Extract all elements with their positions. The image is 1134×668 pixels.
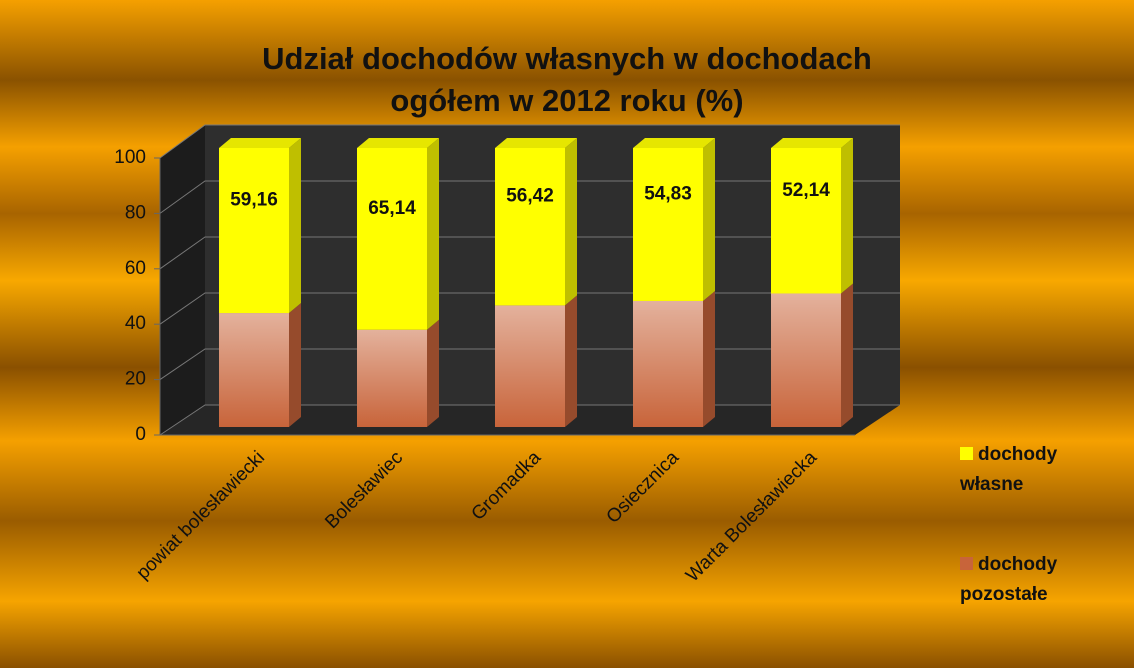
bar-side: [703, 290, 715, 427]
bar-top: [771, 138, 853, 148]
bar: [357, 148, 427, 330]
bar-side: [565, 138, 577, 306]
bar-side: [289, 303, 301, 427]
bar-side: [427, 319, 439, 427]
y-tick-label: 100: [114, 147, 146, 168]
bar-side: [703, 138, 715, 301]
bar-shine: [495, 305, 565, 427]
bar: [219, 148, 289, 314]
legend-label: dochody pozostałe: [960, 554, 1058, 605]
y-tick-label: 0: [135, 424, 146, 445]
legend-item: dochody własne: [960, 440, 1110, 500]
legend-item: dochody pozostałe: [960, 550, 1110, 610]
y-tick-label: 40: [125, 313, 146, 334]
bar-top: [219, 138, 301, 148]
x-tick-label: Bolesławiec: [321, 447, 407, 533]
x-tick-label: Gromadka: [468, 447, 546, 525]
bar: [633, 148, 703, 301]
chart-title: Udział dochodów własnych w dochodach ogó…: [262, 41, 872, 118]
bar-side: [427, 138, 439, 330]
data-label: 56,42: [506, 186, 554, 207]
bar-top: [357, 138, 439, 148]
bar-shine: [771, 293, 841, 427]
data-label: 52,14: [782, 180, 830, 201]
data-label: 59,16: [230, 190, 278, 211]
data-label: 54,83: [644, 184, 692, 205]
bar-side: [565, 295, 577, 427]
bar-side: [289, 138, 301, 314]
side-wall: [160, 125, 205, 435]
bar-shine: [633, 300, 703, 427]
bar-top: [633, 138, 715, 148]
grid-line: [159, 124, 900, 159]
legend-swatch: [960, 447, 973, 460]
bar-shine: [357, 329, 427, 427]
bar-side: [841, 138, 853, 294]
bar: [771, 148, 841, 294]
x-tick-label: Warta Bolesławiecka: [682, 447, 821, 586]
x-tick-label: Osiecznica: [603, 447, 684, 528]
data-label: 65,14: [368, 198, 416, 219]
y-tick-label: 80: [125, 202, 146, 223]
y-tick-label: 60: [125, 258, 146, 279]
y-tick-label: 20: [125, 369, 146, 390]
bar: [495, 148, 565, 306]
bar-top: [495, 138, 577, 148]
x-tick-label: powiat bolesławiecki: [133, 447, 270, 584]
legend-label: dochody własne: [960, 444, 1058, 495]
legend-swatch: [960, 557, 973, 570]
bar-side: [841, 283, 853, 427]
bar-shine: [219, 313, 289, 427]
